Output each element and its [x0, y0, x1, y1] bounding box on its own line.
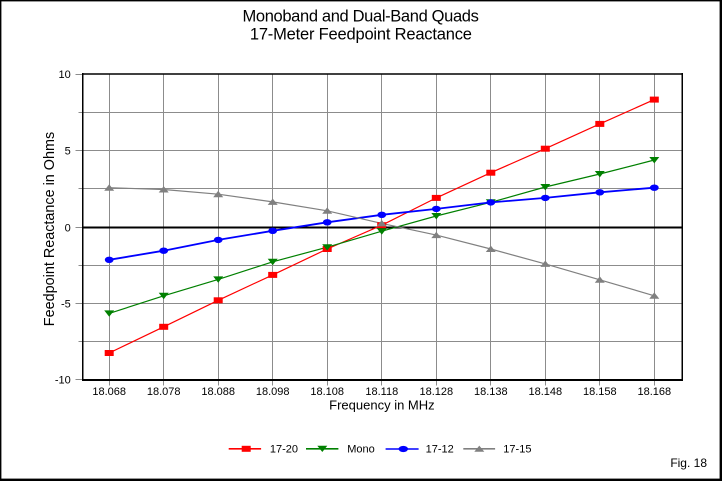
svg-text:18.148: 18.148	[528, 386, 562, 398]
svg-text:18.168: 18.168	[637, 386, 671, 398]
svg-text:18.138: 18.138	[474, 386, 508, 398]
svg-text:17-20: 17-20	[270, 443, 298, 455]
svg-text:18.108: 18.108	[310, 386, 344, 398]
svg-text:17-Meter Feedpoint Reactance: 17-Meter Feedpoint Reactance	[250, 26, 472, 44]
svg-text:17-12: 17-12	[426, 443, 454, 455]
svg-text:-10: -10	[55, 375, 71, 387]
svg-text:18.118: 18.118	[365, 386, 398, 398]
svg-text:Feedpoint Reactance in Ohms: Feedpoint Reactance in Ohms	[42, 132, 58, 326]
svg-text:Frequency in MHz: Frequency in MHz	[329, 398, 434, 413]
svg-text:-5: -5	[61, 298, 71, 310]
svg-text:18.158: 18.158	[583, 386, 617, 398]
svg-text:18.088: 18.088	[201, 386, 235, 398]
svg-text:Mono: Mono	[347, 443, 375, 455]
svg-text:17-15: 17-15	[503, 443, 531, 455]
svg-text:18.128: 18.128	[419, 386, 453, 398]
svg-text:5: 5	[65, 145, 71, 157]
svg-text:10: 10	[59, 69, 71, 81]
svg-text:18.078: 18.078	[147, 386, 181, 398]
svg-text:Monoband and Dual-Band Quads: Monoband and Dual-Band Quads	[242, 7, 478, 25]
svg-text:Fig. 18: Fig. 18	[670, 456, 707, 470]
svg-text:0: 0	[65, 222, 71, 234]
svg-text:18.098: 18.098	[256, 386, 290, 398]
svg-text:18.068: 18.068	[92, 386, 126, 398]
